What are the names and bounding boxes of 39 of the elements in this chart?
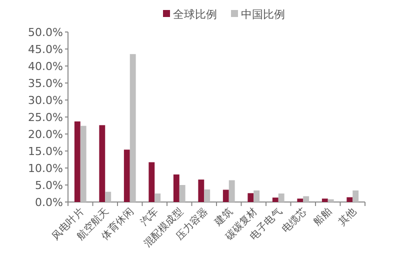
y-tick-label: 35.0% <box>28 77 63 90</box>
bar <box>228 180 235 202</box>
bar <box>346 197 353 202</box>
bar <box>272 198 278 202</box>
bar <box>303 196 310 202</box>
legend-label: 中国比例 <box>241 8 285 21</box>
y-tick-label: 40.0% <box>28 60 63 73</box>
bar <box>74 121 80 202</box>
y-tick-label: 0.0% <box>35 196 63 209</box>
bar <box>198 180 204 202</box>
y-tick-label: 15.0% <box>28 145 63 158</box>
y-tick-label: 5.0% <box>35 179 63 192</box>
bar <box>222 190 229 202</box>
bar <box>278 194 284 202</box>
bar <box>154 194 161 202</box>
bar <box>328 199 334 202</box>
legend-label: 全球比例 <box>173 8 217 21</box>
bar <box>204 189 210 202</box>
bar <box>254 190 260 202</box>
bar <box>173 174 180 202</box>
bar <box>130 54 136 202</box>
bar <box>105 192 112 202</box>
y-tick-label: 20.0% <box>28 128 63 141</box>
x-tick-label: 船舶 <box>311 206 334 228</box>
bar <box>80 126 86 202</box>
y-tick-label: 25.0% <box>28 111 63 124</box>
bar <box>148 162 155 202</box>
y-tick-label: 50.0% <box>28 26 63 39</box>
bar <box>322 198 328 202</box>
bar <box>99 125 106 202</box>
bar <box>248 193 254 202</box>
bar <box>124 150 130 202</box>
y-tick-label: 10.0% <box>28 162 63 175</box>
y-tick-label: 30.0% <box>28 94 63 107</box>
bar <box>179 185 186 202</box>
bar <box>352 190 359 202</box>
bar <box>297 198 304 202</box>
y-tick-label: 45.0% <box>28 43 63 56</box>
x-tick-label: 其他 <box>336 206 359 228</box>
